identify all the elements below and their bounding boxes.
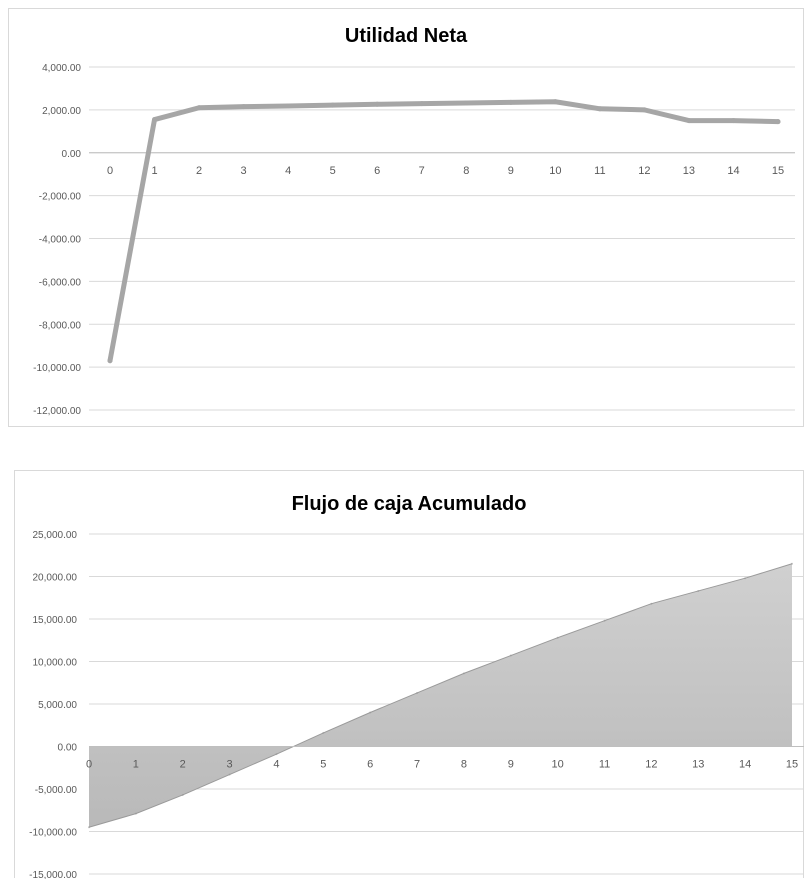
x-tick-label: 15 <box>786 759 798 771</box>
data-point <box>134 812 137 815</box>
x-tick-label: 8 <box>463 165 469 177</box>
series-line <box>107 99 781 364</box>
x-tick-label: 12 <box>638 165 650 177</box>
flujo-caja-chart: Flujo de caja Acumulado 25,000.00 20,000.… <box>14 470 804 879</box>
x-tick-label: 15 <box>772 165 784 177</box>
x-tick-label: 7 <box>419 165 425 177</box>
y-tick-label: 4,000.00 <box>42 63 81 74</box>
data-point <box>556 636 559 639</box>
data-point <box>285 103 291 109</box>
data-point <box>650 602 653 605</box>
x-tick-label: 3 <box>227 759 233 771</box>
y-tick-label: -8,000.00 <box>39 320 82 331</box>
data-point <box>196 105 202 111</box>
data-point <box>686 118 692 124</box>
y-tick-label: -10,000.00 <box>33 363 81 374</box>
data-point <box>509 654 512 657</box>
data-point <box>463 100 469 106</box>
y-tick-label: 0.00 <box>58 743 78 754</box>
data-point <box>641 107 647 113</box>
x-tick-label: 2 <box>180 759 186 771</box>
series-edge <box>88 563 793 828</box>
data-point <box>597 106 603 112</box>
data-point <box>508 99 514 105</box>
data-point <box>330 102 336 108</box>
data-point <box>419 101 425 107</box>
x-tick-label: 5 <box>320 759 326 771</box>
utilidad-neta-chart: Utilidad Neta 4,000.00 2,000.00 0.00 -2,000… <box>8 8 804 427</box>
data-point <box>107 358 113 364</box>
data-point <box>603 619 606 622</box>
data-point <box>275 753 278 756</box>
y-tick-label: -4,000.00 <box>39 235 82 246</box>
y-tick-label: 25,000.00 <box>33 530 78 541</box>
data-point <box>462 672 465 675</box>
series-area <box>89 563 792 828</box>
y-tick-label: 0.00 <box>62 149 82 160</box>
x-tick-label: 14 <box>739 759 751 771</box>
x-tick-label: 1 <box>133 759 139 771</box>
x-tick-label: 0 <box>86 759 92 771</box>
x-tick-label: 11 <box>599 759 610 771</box>
x-tick-label: 13 <box>692 759 704 771</box>
x-tick-label: 10 <box>549 165 561 177</box>
data-point <box>730 118 736 124</box>
x-tick-label: 12 <box>645 759 657 771</box>
data-point <box>369 711 372 714</box>
data-point <box>744 577 747 580</box>
data-point <box>88 826 90 829</box>
data-point <box>228 773 231 776</box>
data-point <box>552 99 558 105</box>
x-tick-label: 0 <box>107 165 113 177</box>
x-tick-label: 11 <box>594 165 605 177</box>
y-tick-label: -12,000.00 <box>33 406 81 417</box>
data-point <box>181 793 184 796</box>
x-tick-label: 9 <box>508 165 514 177</box>
data-point <box>775 119 781 125</box>
x-tick-label: 4 <box>273 759 279 771</box>
data-point <box>152 117 158 123</box>
y-tick-label: -6,000.00 <box>39 277 82 288</box>
data-point <box>416 691 419 694</box>
chart-title: Flujo de caja Acumulado <box>291 493 527 515</box>
x-tick-label: 5 <box>330 165 336 177</box>
x-tick-label: 8 <box>461 759 467 771</box>
x-tick-label: 9 <box>508 759 514 771</box>
y-tick-label: -10,000.00 <box>29 828 77 839</box>
y-tick-label: 5,000.00 <box>38 700 77 711</box>
data-point <box>322 731 325 734</box>
y-tick-label: -2,000.00 <box>39 192 82 203</box>
x-tick-label: 13 <box>683 165 695 177</box>
y-tick-label: -15,000.00 <box>29 870 77 879</box>
y-tick-label: 15,000.00 <box>33 615 78 626</box>
data-point <box>791 562 793 565</box>
x-tick-label: 6 <box>367 759 373 771</box>
chart-title: Utilidad Neta <box>344 25 468 47</box>
x-tick-label: 10 <box>552 759 564 771</box>
data-point <box>241 104 247 110</box>
y-tick-label: -5,000.00 <box>35 785 78 796</box>
x-tick-label: 6 <box>374 165 380 177</box>
y-tick-label: 20,000.00 <box>33 573 78 584</box>
x-tick-label: 14 <box>727 165 739 177</box>
x-tick-label: 7 <box>414 759 420 771</box>
data-point <box>697 589 700 592</box>
x-tick-label: 2 <box>196 165 202 177</box>
x-tick-label: 1 <box>151 165 157 177</box>
data-point <box>374 101 380 107</box>
flujo-caja-plot: 25,000.00 20,000.00 15,000.00 10,000.00 5,00… <box>29 530 804 879</box>
x-tick-label: 3 <box>241 165 247 177</box>
y-tick-label: 10,000.00 <box>33 658 78 669</box>
y-tick-label: 2,000.00 <box>42 106 81 117</box>
x-tick-label: 4 <box>285 165 291 177</box>
utilidad-neta-plot: 4,000.00 2,000.00 0.00 -2,000.00 -4,000.00 -6… <box>33 63 795 417</box>
